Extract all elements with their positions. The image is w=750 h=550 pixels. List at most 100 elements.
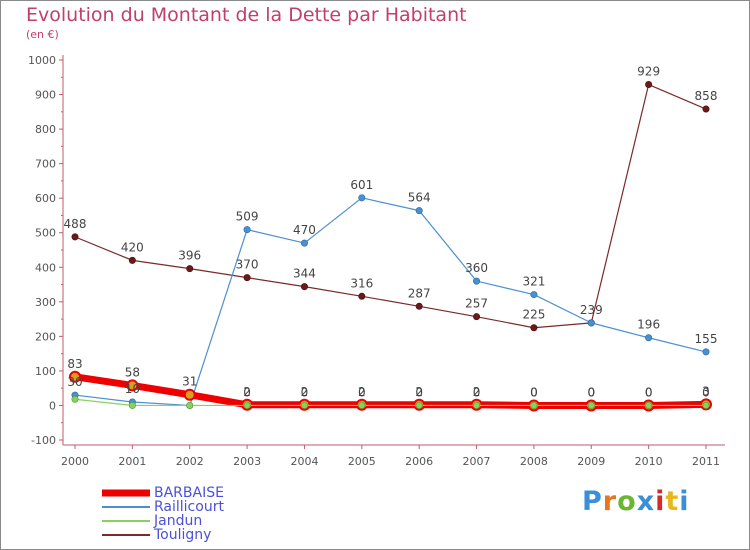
data-point-jandun [71,395,79,403]
data-point-raillicourt [702,348,710,356]
data-label-touligny: 316 [350,276,373,290]
data-point-raillicourt [587,319,595,327]
data-label-jandun: 0 [645,385,653,399]
chart-title: Evolution du Montant de la Dette par Hab… [26,4,467,26]
y-tick-label: 1000 [28,54,56,67]
data-label-raillicourt: 321 [522,275,545,289]
data-label-raillicourt: 10 [125,382,140,396]
data-point-touligny [128,256,136,264]
logo-letter: o [617,486,637,517]
x-tick-label: 2000 [61,455,89,468]
data-label-raillicourt: 155 [695,332,718,346]
data-label-touligny: 239 [580,303,603,317]
data-label-jandun: 0 [473,385,481,399]
y-tick-label: 700 [35,158,56,171]
series-line-jandun [74,398,707,407]
x-tick-label: 2011 [692,455,720,468]
data-label-barbaise: 58 [125,365,140,379]
data-label-jandun: 0 [530,385,538,399]
data-label-touligny: 344 [293,267,316,281]
data-point-barbaise [183,388,196,401]
data-label-touligny: 287 [408,286,431,300]
data-label-barbaise: 3 [702,384,710,398]
data-point-jandun [128,401,136,409]
x-tick-label: 2010 [635,455,663,468]
data-point-touligny [186,265,194,273]
data-point-jandun [300,401,308,409]
chart-unit-label: (en €) [26,28,59,41]
data-point-touligny [530,324,538,332]
data-point-raillicourt [300,239,308,247]
data-label-barbaise: 83 [67,357,82,371]
logo-letter: i [655,486,666,517]
data-label-jandun: 0 [587,385,595,399]
y-tick-label: 500 [35,227,56,240]
legend-label-raillicourt: Raillicourt [154,499,224,515]
logo-letter: x [636,486,656,517]
y-tick-label: 800 [35,123,56,136]
y-tick-label: 100 [35,365,56,378]
data-label-touligny: 488 [64,217,87,231]
series-line-touligny [74,83,707,329]
y-tick-label: 900 [35,89,56,102]
logo-letter: r [602,486,618,517]
legend-label-barbaise: BARBAISE [154,485,224,501]
data-point-touligny [645,81,653,89]
data-point-jandun [415,401,423,409]
data-label-raillicourt: 564 [408,191,431,205]
logo-letter: i [679,486,690,517]
data-point-raillicourt [415,207,423,215]
x-tick-label: 2002 [176,455,204,468]
data-label-raillicourt: 30 [67,375,82,389]
data-label-barbaise: 2 [473,385,481,399]
x-tick-label: 2006 [405,455,433,468]
data-point-touligny [415,302,423,310]
data-label-barbaise: 0 [587,385,595,399]
data-point-touligny [243,274,251,282]
y-tick-label: 300 [35,296,56,309]
data-label-touligny: 370 [236,258,259,272]
data-point-jandun [243,401,251,409]
data-point-jandun [358,401,366,409]
data-point-raillicourt [358,194,366,202]
x-tick-label: 2001 [118,455,146,468]
proxiti-logo: Proxiti [582,486,690,517]
data-label-barbaise: 0 [530,385,538,399]
data-point-barbaise [69,370,81,383]
logo-letter: t [665,486,680,517]
data-label-jandun: 0 [702,385,710,399]
data-label-touligny: 225 [522,308,545,322]
data-point-touligny [358,292,366,300]
x-tick-label: 2009 [577,455,605,468]
data-label-barbaise: 31 [182,375,197,389]
data-label-touligny: 257 [465,297,488,311]
data-label-jandun: 0 [358,385,366,399]
data-point-touligny [300,283,308,291]
data-point-raillicourt [530,291,538,299]
data-point-jandun [702,401,710,409]
data-point-touligny [71,233,79,241]
data-label-touligny: 929 [637,65,660,79]
x-tick-label: 2007 [463,455,491,468]
y-tick-label: -100 [31,434,56,447]
x-tick-label: 2008 [520,455,548,468]
data-label-barbaise: 0 [645,385,653,399]
data-label-jandun: 0 [301,385,309,399]
data-label-jandun: 0 [243,385,251,399]
x-tick-label: 2003 [233,455,261,468]
legend-label-jandun: Jandun [154,513,203,529]
data-label-touligny: 396 [178,249,201,263]
data-label-raillicourt: 509 [236,210,259,224]
data-label-jandun: 0 [415,385,423,399]
data-label-raillicourt: 601 [350,178,373,192]
data-label-touligny: 858 [695,89,718,103]
data-point-raillicourt [473,277,481,285]
y-tick-label: 0 [49,399,56,412]
data-label-touligny: 420 [121,240,144,254]
data-point-jandun [587,401,595,409]
x-tick-label: 2004 [290,455,318,468]
data-point-jandun [645,401,653,409]
data-point-touligny [473,313,481,321]
x-tick-label: 2005 [348,455,376,468]
